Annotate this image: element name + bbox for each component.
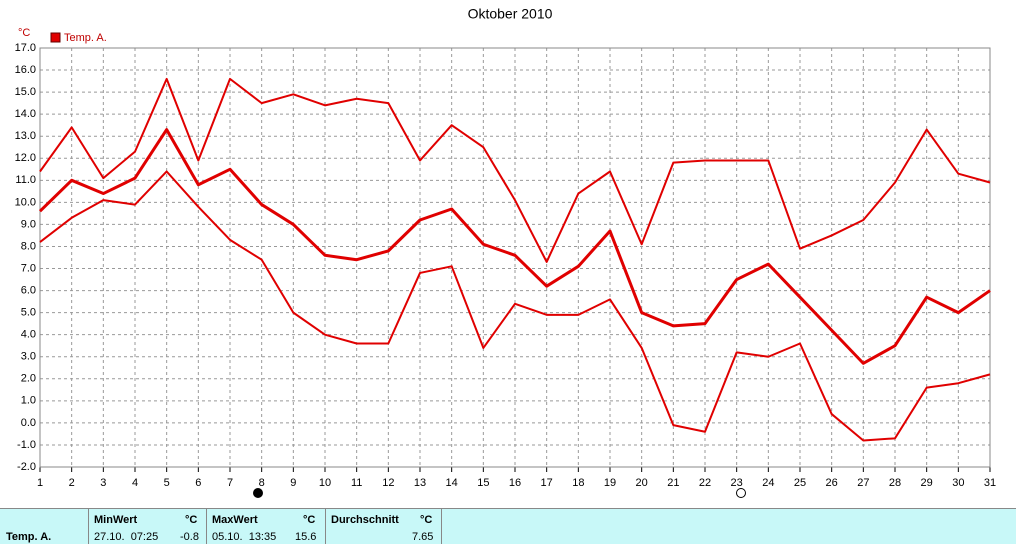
separator <box>441 509 442 544</box>
summary-bar: Temp. A. MinWert °C 27.10. 07:25 -0.8 Ma… <box>0 508 1016 544</box>
series-line <box>39 170 991 442</box>
min-unit: °C <box>185 514 198 526</box>
full-moon-icon <box>736 488 746 498</box>
chart: Oktober 2010 °C Temp. A. -2.0 -1.0 0.0 1.0 2… <box>15 6 996 498</box>
x-tick-label: 17 <box>541 477 553 489</box>
min-when: 27.10. 07:25 <box>94 531 159 543</box>
avg-label: Durchschnitt <box>331 514 399 526</box>
x-tick-label: 19 <box>604 477 616 489</box>
x-tick-label: 2 <box>69 477 75 489</box>
y-tick-label: 15.0 <box>15 86 36 98</box>
y-tick-label: 6.0 <box>21 284 36 296</box>
y-tick-label: 5.0 <box>21 307 36 319</box>
min-label: MinWert <box>94 514 138 526</box>
x-tick-label: 29 <box>921 477 933 489</box>
x-tick-label: 3 <box>100 477 106 489</box>
max-value: 15.6 <box>295 531 317 543</box>
plot-frame <box>39 47 991 468</box>
x-tick-label: 15 <box>477 477 489 489</box>
x-tick-label: 24 <box>762 477 774 489</box>
x-tick-label: 25 <box>794 477 806 489</box>
y-tick-label: 14.0 <box>15 108 36 120</box>
y-tick-label: 11.0 <box>15 174 36 186</box>
x-tick-label: 27 <box>857 477 869 489</box>
y-tick-label: 0.0 <box>21 417 36 429</box>
y-tick-label: 17.0 <box>15 42 36 54</box>
new-moon-icon <box>253 488 263 498</box>
x-tick-label: 8 <box>259 477 265 489</box>
y-tick-label: 10.0 <box>15 196 36 208</box>
x-tick-label: 22 <box>699 477 711 489</box>
x-tick-label: 7 <box>227 477 233 489</box>
max-unit: °C <box>303 514 316 526</box>
x-tick-label: 16 <box>509 477 521 489</box>
y-tick-label: 9.0 <box>21 218 36 230</box>
y-tick-label: 8.0 <box>21 240 36 252</box>
y-tick-label: -2.0 <box>17 461 36 473</box>
y-tick-label: 16.0 <box>15 64 36 76</box>
x-tick-label: 5 <box>164 477 170 489</box>
row-label: Temp. A. <box>6 531 52 543</box>
legend-swatch <box>50 32 61 43</box>
y-tick-label: 4.0 <box>21 329 36 341</box>
series-line <box>38 128 991 365</box>
y-tick-label: 12.0 <box>15 152 36 164</box>
separator <box>325 509 326 544</box>
x-tick-label: 31 <box>984 477 996 489</box>
min-value: -0.8 <box>180 531 199 543</box>
x-tick-label: 20 <box>636 477 648 489</box>
x-tick-label: 13 <box>414 477 426 489</box>
avg-unit: °C <box>420 514 433 526</box>
y-tick-label: 2.0 <box>21 373 36 385</box>
separator <box>88 509 89 544</box>
x-tick-label: 26 <box>826 477 838 489</box>
x-tick-label: 21 <box>667 477 679 489</box>
x-tick-label: 14 <box>446 477 458 489</box>
x-tick-label: 23 <box>731 477 743 489</box>
chart-title: Oktober 2010 <box>468 6 553 22</box>
y-tick-label: -1.0 <box>17 439 36 451</box>
y-tick-label: 3.0 <box>21 351 36 363</box>
x-tick-label: 6 <box>195 477 201 489</box>
y-tick-label: 13.0 <box>15 130 36 142</box>
legend-label: Temp. A. <box>64 32 107 44</box>
separator <box>206 509 207 544</box>
x-tick-label: 1 <box>37 477 43 489</box>
x-tick-label: 30 <box>952 477 964 489</box>
x-tick-label: 10 <box>319 477 331 489</box>
max-when: 05.10. 13:35 <box>212 531 277 543</box>
x-tick-label: 18 <box>572 477 584 489</box>
series-line <box>39 77 991 263</box>
x-tick-label: 4 <box>132 477 138 489</box>
max-label: MaxWert <box>212 514 258 526</box>
x-tick-label: 11 <box>351 477 362 489</box>
y-tick-label: 7.0 <box>21 262 36 274</box>
x-tick-label: 9 <box>290 477 296 489</box>
avg-value: 7.65 <box>412 531 434 543</box>
y-tick-label: 1.0 <box>21 395 36 407</box>
y-axis-label: °C <box>18 27 30 39</box>
x-tick-label: 12 <box>382 477 394 489</box>
x-tick-label: 28 <box>889 477 901 489</box>
